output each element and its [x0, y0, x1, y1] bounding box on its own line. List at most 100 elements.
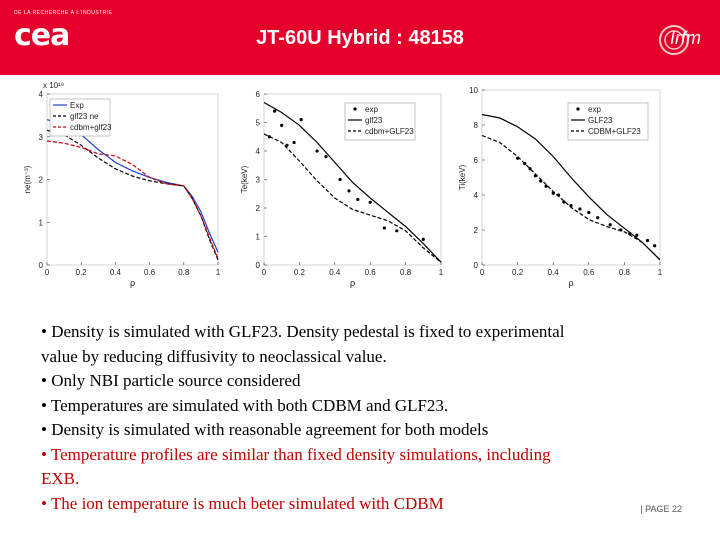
y-tick-label: 0 [256, 261, 261, 270]
irfm-logo-text: Irfm [670, 28, 701, 48]
y-tick-label: 4 [39, 90, 44, 99]
y-tick-label: 3 [39, 133, 44, 142]
header-banner: DE LA RECHERCHE À L'INDUSTRIE cea JT-60U… [0, 0, 720, 75]
legend-label: GLF23 [588, 116, 613, 125]
x-tick-label: 0.4 [110, 268, 122, 277]
data-point [653, 244, 657, 248]
x-tick-label: 0.4 [548, 268, 560, 277]
data-point [292, 140, 296, 145]
data-point [280, 123, 284, 127]
data-point [299, 118, 303, 122]
x-tick-label: 1 [658, 268, 663, 277]
x-tick-label: 0.2 [512, 268, 524, 277]
bullet-list: • Density is simulated with GLF23. Densi… [41, 320, 681, 516]
y-tick-label: 1 [256, 233, 261, 242]
data-point [285, 143, 289, 147]
bullet-line: • Density is simulated with reasonable a… [41, 420, 489, 439]
legend-label: CDBM+GLF23 [588, 127, 641, 136]
data-point [324, 155, 328, 159]
x-axis-label: ρ [130, 278, 135, 288]
legend-box [567, 102, 649, 141]
x-tick-label: 0.6 [583, 268, 595, 277]
legend-label: exp [588, 105, 601, 114]
series-line [481, 134, 661, 261]
bullet-line: • The ion temperature is much beter simu… [41, 493, 444, 513]
ion-temperature-chart: 0 0.2 0.4 0.6 0.8 10246810ρTi(keV)expGLF23CDB… [458, 86, 663, 288]
y-tick-label: 2 [474, 226, 479, 235]
data-point [356, 197, 360, 202]
data-point [421, 237, 425, 241]
data-point [544, 184, 548, 188]
x-tick-label: 0.2 [76, 268, 88, 277]
x-axis-label: ρ [568, 278, 573, 288]
y-tick-label: 2 [39, 176, 44, 185]
x-tick-label: 1 [216, 268, 221, 277]
y-tick-label: 0 [39, 261, 44, 270]
x-tick-label: 0.2 [294, 268, 306, 277]
data-point [635, 233, 639, 237]
data-point [338, 177, 342, 182]
data-point [587, 210, 591, 215]
x-tick-label: 0.8 [178, 268, 190, 277]
y-tick-label: 2 [256, 204, 261, 213]
x-tick-label: 0.6 [144, 268, 156, 277]
x-axis-label: ρ [350, 278, 355, 288]
y-tick-label: 6 [474, 156, 479, 165]
density-chart: 0 0.2 0.4 0.6 0.8 1 0 1 2 3 4 ρ ne(m⁻³) x 10¹⁹ Exp glf2… [23, 81, 221, 288]
data-point [645, 238, 650, 243]
y-axis-label: Te(keV) [240, 165, 249, 193]
y-axis-label: Ti(keV) [458, 164, 467, 190]
series-line [46, 129, 219, 261]
legend-marker [353, 107, 357, 111]
x-tick-label: 0.8 [619, 268, 631, 277]
cea-tagline: DE LA RECHERCHE À L'INDUSTRIE [14, 10, 113, 16]
data-point [368, 200, 372, 204]
bullet-line: • Temperatures are simulated with both C… [41, 395, 449, 415]
bullet-line: value by reducing diffusivity to neoclas… [41, 346, 387, 366]
y-tick-label: 10 [469, 86, 478, 95]
x-tick-label: 1 [439, 268, 444, 277]
legend-label: cdbm+GLF23 [365, 127, 414, 136]
legend-box [344, 102, 416, 141]
x-tick-label: 0.6 [365, 268, 377, 277]
bullet-line: • Only NBI particle source considered [41, 371, 301, 390]
y-tick-label: 8 [474, 121, 479, 130]
y-tick-label: 1 [39, 218, 44, 227]
series-line [481, 113, 661, 261]
y-tick-label: 5 [256, 119, 261, 128]
electron-temperature-chart: 0 0.2 0.4 0.6 0.8 1 0 1 2 3 4 5 6 ρ Te(keV) exp glf23 cdb… [240, 90, 444, 288]
x-tick-label: 0.4 [329, 268, 341, 277]
legend-label: exp [365, 105, 378, 114]
legend-marker [576, 107, 580, 111]
data-point [273, 109, 277, 113]
y-tick-label: 3 [256, 176, 261, 185]
data-point [608, 223, 612, 227]
bullet-line: • Temperature profiles are similar than … [41, 444, 551, 464]
bullet-line: EXB. [41, 469, 80, 488]
data-point [395, 229, 399, 233]
y-axis-label: ne(m⁻³) [23, 165, 32, 193]
legend-label: cdbm+glf23 [70, 123, 112, 132]
cea-logo: cea [14, 18, 70, 53]
series-line [263, 101, 442, 263]
y-tick-label: 0 [474, 261, 479, 270]
irfm-logo: Irfm [659, 25, 701, 55]
data-point [596, 216, 600, 220]
data-point [382, 226, 386, 230]
series-line [46, 140, 219, 259]
data-point [562, 200, 566, 204]
y-tick-label: 4 [256, 147, 261, 156]
legend-label: glf23 ne [70, 112, 99, 121]
page-number: | PAGE 22 [640, 504, 682, 514]
legend-label: glf23 [365, 116, 383, 125]
y-tick-label: 6 [256, 90, 261, 99]
legend-label: Exp [70, 101, 84, 110]
y-tick-label: 4 [474, 191, 479, 200]
x-tick-label: 0 [45, 268, 50, 277]
data-point [315, 149, 319, 153]
series-line [263, 133, 442, 263]
data-point [347, 189, 351, 193]
x-tick-label: 0.8 [400, 268, 412, 277]
bullet-line: • Density is simulated with GLF23. Densi… [41, 322, 565, 341]
